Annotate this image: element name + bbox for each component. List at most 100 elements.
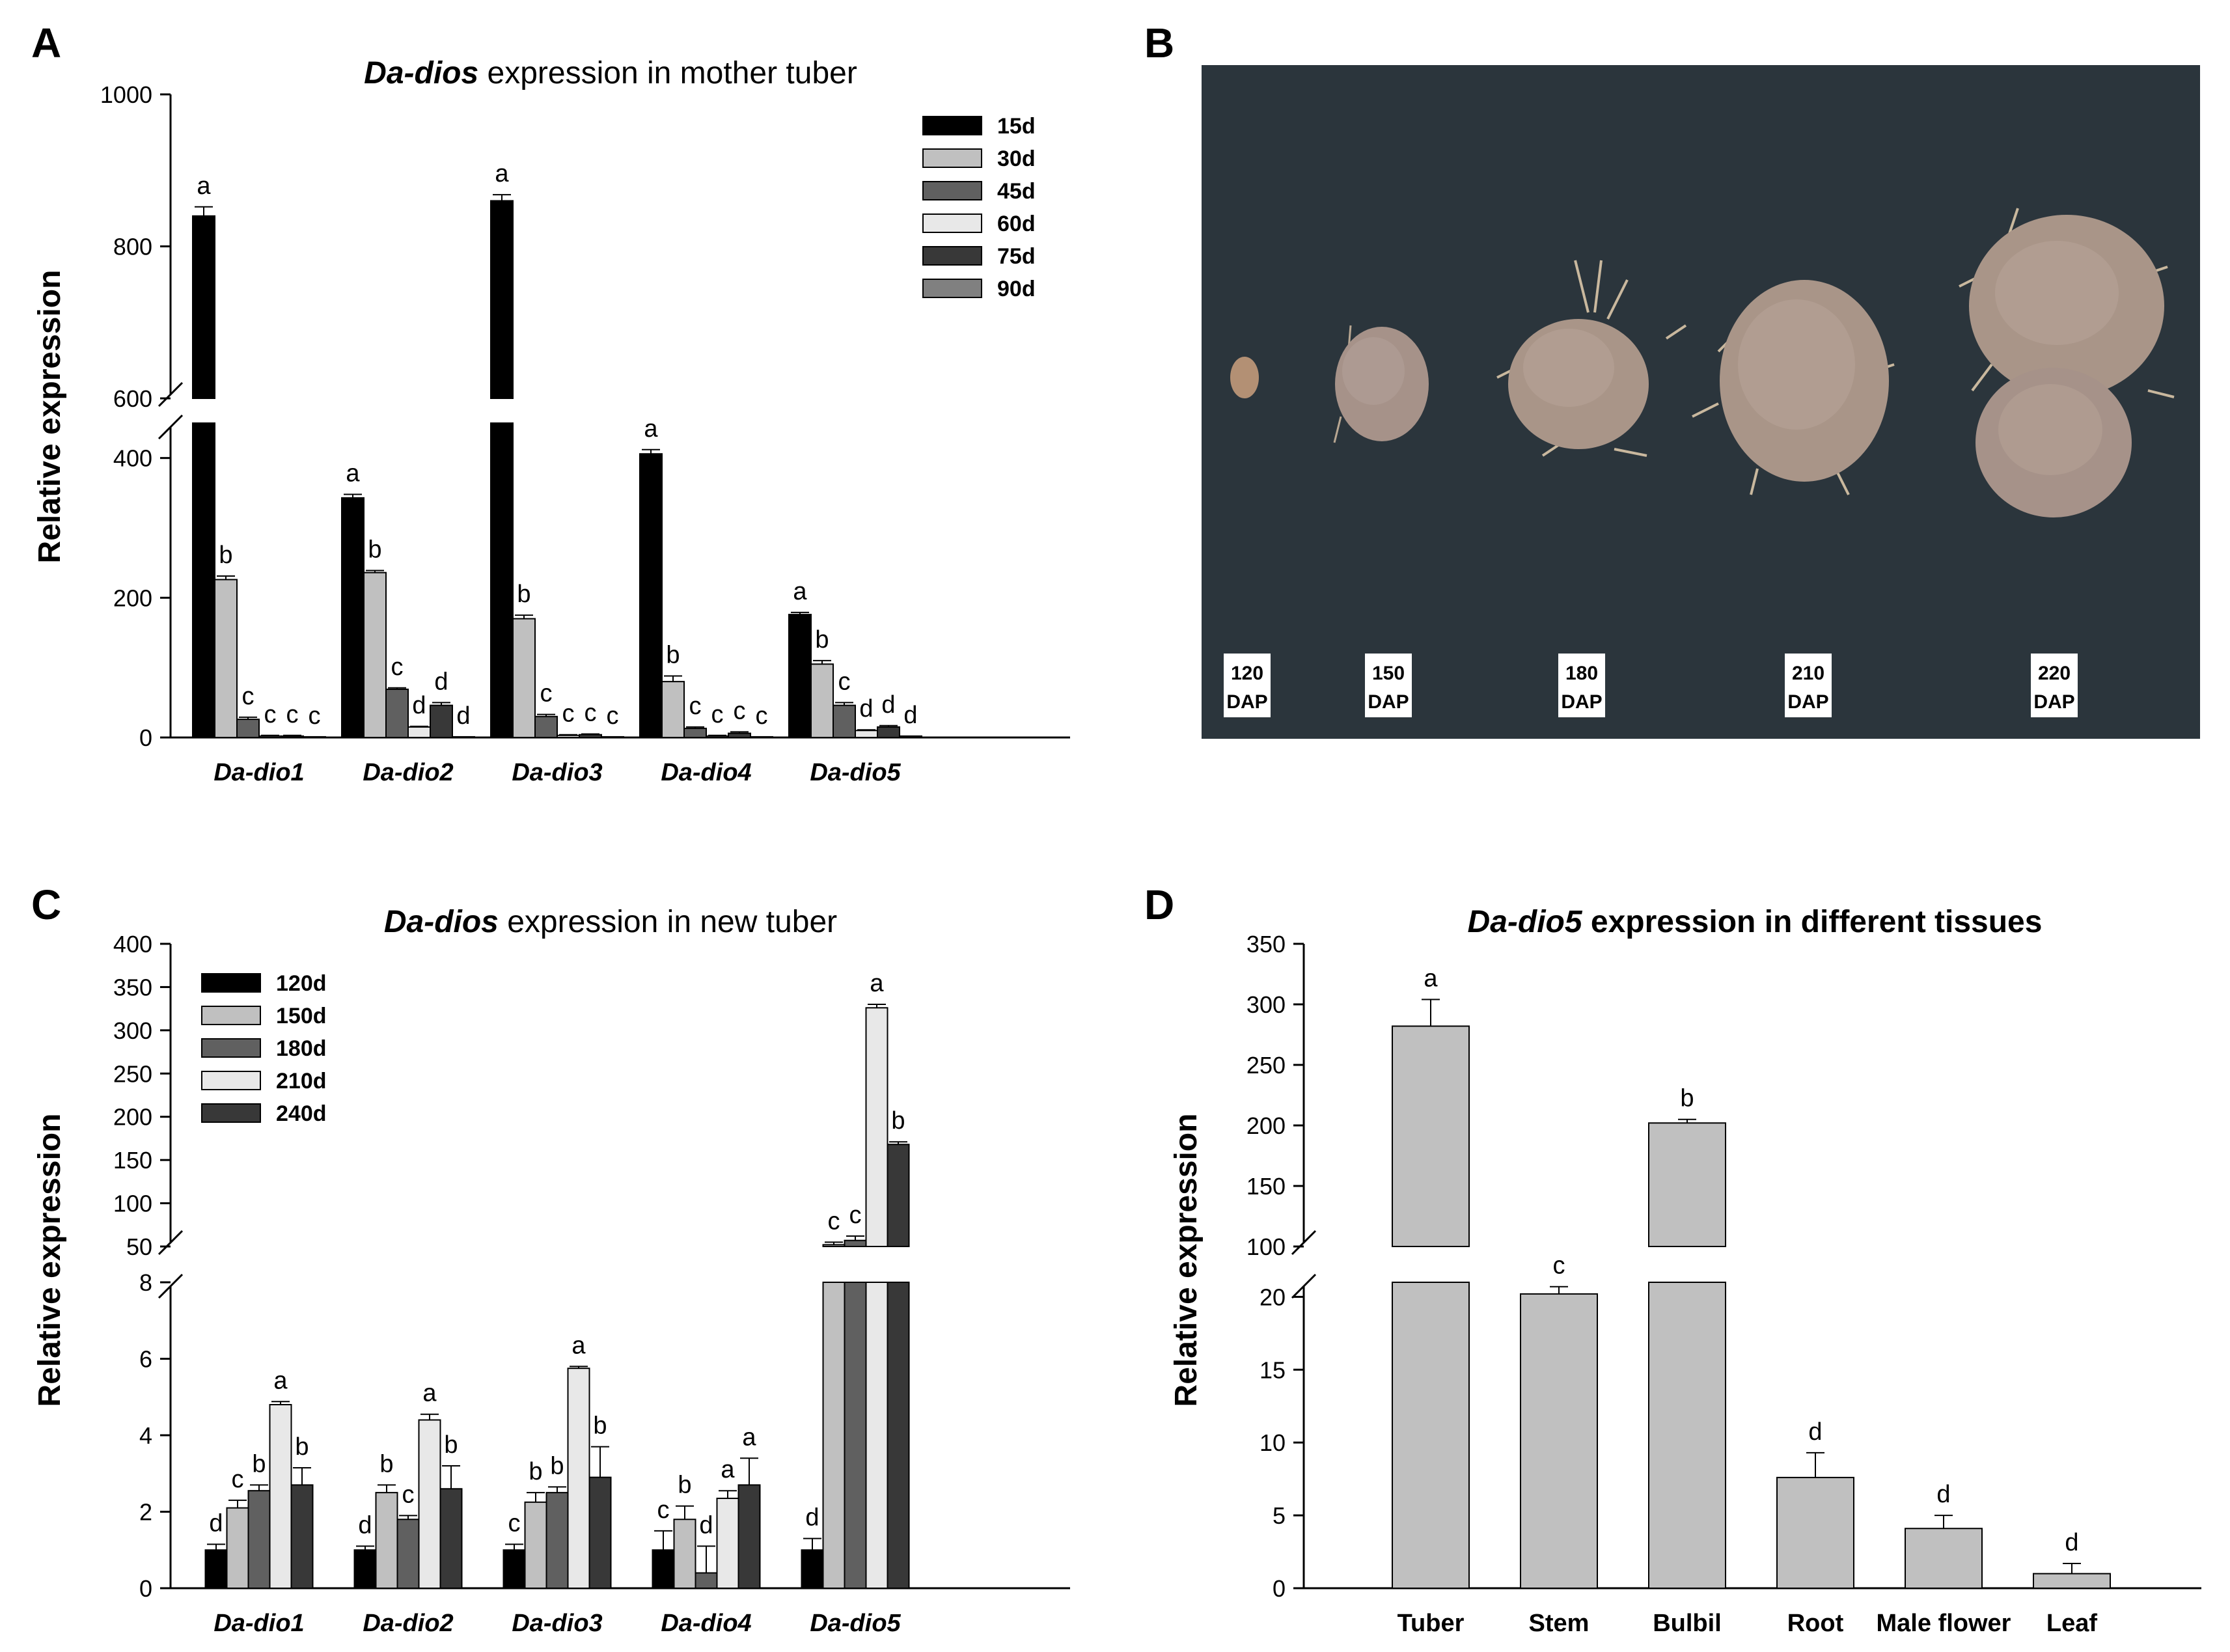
significance-letter: b — [666, 642, 680, 669]
x-tick-label: Root — [1787, 1610, 1844, 1637]
tuber-210 — [1692, 280, 1895, 495]
panel-c-title-rest: expression in new tuber — [499, 905, 837, 939]
bar — [341, 497, 365, 738]
panel-c-chart: 0246850100150200250300350400dcbabDa-dio1… — [113, 931, 1070, 1637]
x-tick-label: Da-dio5 — [810, 1610, 901, 1637]
legend-label: 150d — [276, 1004, 327, 1028]
bar — [430, 704, 453, 739]
y-tick-label: 300 — [1246, 991, 1286, 1018]
bar — [639, 453, 663, 739]
axis-break-mark — [158, 414, 184, 440]
significance-letter: d — [903, 702, 917, 729]
tuber-120 — [1230, 357, 1259, 398]
x-tick-label: Da-dio2 — [363, 1610, 453, 1637]
bar — [1776, 1476, 1854, 1590]
panel-a: A Da-dios expression in mother tuber Rel… — [31, 20, 1070, 786]
significance-letter: d — [2065, 1529, 2078, 1556]
significance-letter: a — [422, 1380, 437, 1407]
significance-letter: d — [881, 691, 895, 719]
y-tick-label: 10 — [1260, 1429, 1286, 1456]
y-tick-label: 600 — [113, 385, 152, 412]
dap-label-box — [1785, 654, 1832, 717]
panel-c-title-italic: Da-dios — [384, 905, 499, 939]
y-tick-label: 4 — [139, 1422, 152, 1449]
significance-letter: c — [286, 701, 299, 728]
bar — [855, 730, 878, 739]
significance-letter: d — [1936, 1481, 1950, 1508]
dap-label-box — [2031, 654, 2078, 717]
bar — [567, 1368, 590, 1589]
dap-label-unit: DAP — [1561, 691, 1602, 713]
legend-swatch — [201, 1006, 261, 1025]
x-tick-label: Da-dio4 — [661, 759, 751, 786]
bar — [512, 618, 536, 738]
legend-label: 60d — [997, 212, 1036, 236]
significance-letter: d — [456, 702, 470, 730]
bar — [226, 1507, 249, 1589]
bar — [1905, 1528, 1983, 1589]
significance-letter: a — [1424, 965, 1438, 993]
bar — [579, 734, 602, 738]
y-tick-label: 8 — [139, 1269, 152, 1296]
significance-letter: c — [508, 1509, 521, 1537]
x-tick-label: Da-dio1 — [213, 759, 304, 786]
y-tick-label: 2 — [139, 1499, 152, 1526]
bar — [502, 1549, 526, 1589]
significance-letter: b — [295, 1433, 309, 1461]
x-tick-label: Leaf — [2046, 1610, 2097, 1637]
significance-letter: c — [756, 702, 768, 730]
panel-d-ylabel: Relative expression — [1169, 1114, 1204, 1407]
significance-letter: c — [264, 701, 277, 728]
bar — [652, 1549, 675, 1589]
y-tick-label: 800 — [113, 234, 152, 260]
significance-letter: c — [828, 1207, 840, 1235]
bar — [1392, 1282, 1470, 1589]
y-tick-label: 200 — [113, 585, 152, 611]
panel-d-chart: 0 5 10 15 20 100 150 200 250 300 350 a Tuber c Stem b Bu… — [1246, 931, 2201, 1637]
significance-letter: a — [571, 1332, 586, 1359]
significance-letter: d — [209, 1509, 223, 1537]
bar — [737, 1484, 761, 1589]
bar — [204, 1549, 228, 1589]
y-tick-label: 15 — [1260, 1356, 1286, 1383]
bar-upper — [822, 1244, 846, 1248]
legend-label: 120d — [276, 971, 327, 996]
x-tick-label: Da-dio4 — [661, 1610, 751, 1637]
y-tick-label: 250 — [113, 1060, 152, 1087]
bar — [706, 735, 729, 739]
y-tick-label: 400 — [113, 445, 152, 472]
significance-letter: c — [849, 1202, 862, 1229]
panel-d-letter: D — [1144, 881, 1174, 928]
axis-break-mark — [1291, 1230, 1317, 1256]
y-tick-label: 300 — [113, 1017, 152, 1044]
axis-break-mark — [158, 1273, 184, 1299]
panel-a-ylabel: Relative expression — [33, 270, 67, 564]
legend-swatch — [922, 213, 982, 233]
dap-label-box — [1224, 654, 1271, 717]
bar — [683, 728, 707, 738]
significance-letter: d — [699, 1511, 713, 1539]
bar — [258, 735, 282, 739]
bar — [363, 571, 387, 739]
legend-swatch — [922, 279, 982, 298]
y-tick-label: 100 — [1246, 1233, 1286, 1260]
panel-c-ylabel: Relative expression — [33, 1114, 67, 1407]
legend-swatch — [922, 246, 982, 266]
x-tick-label: Da-dio2 — [363, 759, 453, 786]
significance-letter: b — [368, 536, 381, 563]
axis-break-mark — [158, 1230, 184, 1256]
panel-a-title-italic: Da-dios — [364, 56, 478, 90]
legend-swatch — [922, 116, 982, 135]
significance-letter: b — [444, 1431, 458, 1459]
significance-letter: c — [607, 702, 619, 730]
legend-swatch — [201, 1071, 261, 1090]
significance-letter: d — [434, 668, 448, 695]
x-tick-label: Bulbil — [1653, 1610, 1722, 1637]
bar — [490, 422, 514, 738]
panel-d-title-rest: expression in different tissues — [1582, 905, 2043, 939]
y-tick-label: 250 — [1246, 1052, 1286, 1079]
dap-label-unit: DAP — [2033, 691, 2074, 713]
y-tick-label: 200 — [113, 1104, 152, 1131]
significance-letter: b — [379, 1450, 393, 1478]
